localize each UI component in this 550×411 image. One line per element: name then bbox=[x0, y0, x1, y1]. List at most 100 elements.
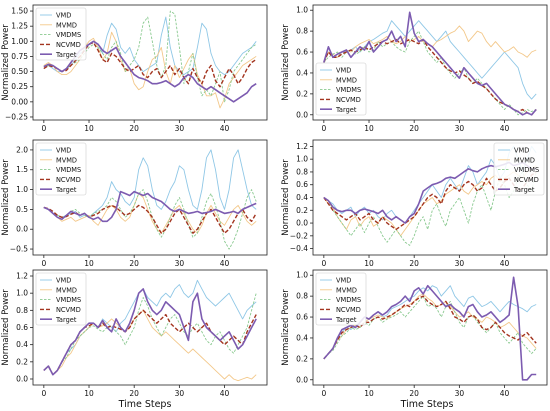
x-tick-label: 0 bbox=[41, 389, 46, 398]
legend-label-vmd: VMD bbox=[514, 147, 529, 155]
series-line-ncvmd bbox=[43, 309, 257, 376]
x-tick-label: 10 bbox=[84, 259, 94, 268]
y-tick-label: 0.25 bbox=[11, 82, 28, 91]
legend-label-mvmd: MVMD bbox=[514, 156, 535, 164]
legend-label-mvmd: MVMD bbox=[336, 286, 357, 294]
legend-label-ncvmd: NCVMD bbox=[336, 306, 361, 314]
legend-label-ncvmd: NCVMD bbox=[514, 176, 539, 184]
y-tick-label: 1.2 bbox=[16, 272, 28, 281]
subplot-5: 0 10 20 30 40 0.0 0.2 0.4 0.6 0.8 1.0 1.2 Normalized… bbox=[1, 269, 268, 398]
x-tick-label: 10 bbox=[84, 389, 94, 398]
subplot-6: 0 10 20 30 40 0.0 0.2 0.4 0.6 0.8 1.0 Normalized Po… bbox=[281, 269, 548, 398]
legend-label-vmd: VMD bbox=[336, 67, 351, 75]
y-tick-label: 0.8 bbox=[296, 27, 308, 36]
plot-frame bbox=[32, 4, 268, 121]
y-tick-label: 1.0 bbox=[296, 155, 308, 164]
x-tick-label: 10 bbox=[84, 124, 94, 133]
y-tick-label: 0.50 bbox=[11, 67, 28, 76]
series-line-vmd bbox=[43, 149, 257, 218]
x-tick-label: 30 bbox=[175, 124, 185, 133]
x-tick-label: 20 bbox=[409, 124, 419, 133]
plot-frame bbox=[32, 139, 268, 256]
x-tick-label: 10 bbox=[364, 389, 374, 398]
plot-frame bbox=[312, 269, 548, 386]
y-tick-label: 1.2 bbox=[296, 142, 308, 151]
series-line-target bbox=[43, 288, 257, 376]
subplot-4: 0 10 20 30 40 −0.4 −0.2 0.0 0.2 0.4 0.6 0.8 1.0 1.2 No… bbox=[281, 139, 548, 268]
legend-label-vmdms: VMDMS bbox=[336, 296, 361, 304]
legend-label-target: Target bbox=[55, 51, 77, 59]
legend-box bbox=[315, 272, 367, 326]
x-tick-label: 0 bbox=[41, 124, 46, 133]
legend-label-vmd: VMD bbox=[56, 12, 71, 20]
x-tick-label: 40 bbox=[220, 389, 230, 398]
x-tick-label: 0 bbox=[41, 259, 46, 268]
x-tick-label: 40 bbox=[220, 259, 230, 268]
series-line-vmdms bbox=[323, 30, 537, 116]
x-tick-label: 30 bbox=[175, 389, 185, 398]
legend-label-ncvmd: NCVMD bbox=[56, 176, 81, 184]
series-line-target bbox=[43, 190, 257, 223]
series-line-ncvmd bbox=[323, 295, 537, 360]
y-axis-label: Normalized Power bbox=[281, 159, 291, 236]
y-tick-label: 0.6 bbox=[16, 323, 28, 332]
y-tick-label: −0.4 bbox=[290, 244, 308, 253]
legend-label-target: Target bbox=[335, 316, 357, 324]
y-axis-label: Normalized Power bbox=[1, 289, 11, 366]
x-tick-label: 40 bbox=[220, 124, 230, 133]
y-tick-label: 0.4 bbox=[16, 340, 28, 349]
series-line-ncvmd bbox=[323, 38, 537, 116]
legend-label-target: Target bbox=[55, 316, 77, 324]
x-tick-label: 30 bbox=[455, 389, 465, 398]
legend-label-mvmd: MVMD bbox=[56, 286, 77, 294]
x-tick-label: 10 bbox=[364, 259, 374, 268]
legend-label-target: Target bbox=[55, 186, 77, 194]
y-tick-label: 0.8 bbox=[296, 292, 308, 301]
y-tick-label: 0.2 bbox=[16, 357, 28, 366]
y-tick-label: 0.0 bbox=[296, 219, 308, 228]
y-tick-label: 0.2 bbox=[296, 89, 308, 98]
legend-label-vmdms: VMDMS bbox=[56, 296, 81, 304]
legend-label-vmdms: VMDMS bbox=[336, 86, 361, 94]
y-tick-label: −0.25 bbox=[5, 112, 28, 121]
series-line-mvmd bbox=[323, 25, 537, 63]
y-axis-label: Normalized Power bbox=[281, 24, 291, 101]
legend-label-vmdms: VMDMS bbox=[56, 31, 81, 39]
legend-box bbox=[35, 272, 87, 326]
legend-label-vmdms: VMDMS bbox=[56, 166, 81, 174]
series-line-vmdms bbox=[323, 295, 537, 360]
y-axis-label: Normalized Power bbox=[1, 24, 11, 101]
legend-label-ncvmd: NCVMD bbox=[56, 41, 81, 49]
x-tick-label: 10 bbox=[364, 124, 374, 133]
series-line-vmd bbox=[323, 20, 537, 100]
y-tick-label: 0.4 bbox=[296, 193, 308, 202]
y-tick-label: −0.2 bbox=[290, 231, 308, 240]
y-tick-label: 0.5 bbox=[16, 205, 28, 214]
x-axis-label-right: Time Steps bbox=[400, 399, 454, 410]
y-tick-label: 1.0 bbox=[296, 6, 308, 15]
y-tick-label: 0.0 bbox=[296, 110, 308, 119]
x-tick-label: 30 bbox=[175, 259, 185, 268]
y-tick-label: 0.4 bbox=[296, 333, 308, 342]
x-tick-label: 20 bbox=[129, 389, 139, 398]
legend-label-mvmd: MVMD bbox=[336, 76, 357, 84]
y-tick-label: 0.6 bbox=[296, 48, 308, 57]
legend-label-vmd: VMD bbox=[56, 147, 71, 155]
y-tick-label: 0.2 bbox=[296, 354, 308, 363]
x-axis-label-left: Time Steps bbox=[118, 399, 172, 410]
x-tick-label: 0 bbox=[321, 389, 326, 398]
y-tick-label: 0.0 bbox=[296, 375, 308, 384]
y-tick-label: 1.0 bbox=[16, 185, 28, 194]
x-tick-label: 0 bbox=[321, 259, 326, 268]
legend-label-mvmd: MVMD bbox=[56, 156, 77, 164]
y-axis-label: Normalized Power bbox=[281, 289, 291, 366]
y-tick-label: 0.6 bbox=[296, 180, 308, 189]
legend-box bbox=[35, 142, 87, 196]
y-tick-label: 0.0 bbox=[16, 374, 28, 383]
y-tick-label: 1.0 bbox=[296, 271, 308, 280]
